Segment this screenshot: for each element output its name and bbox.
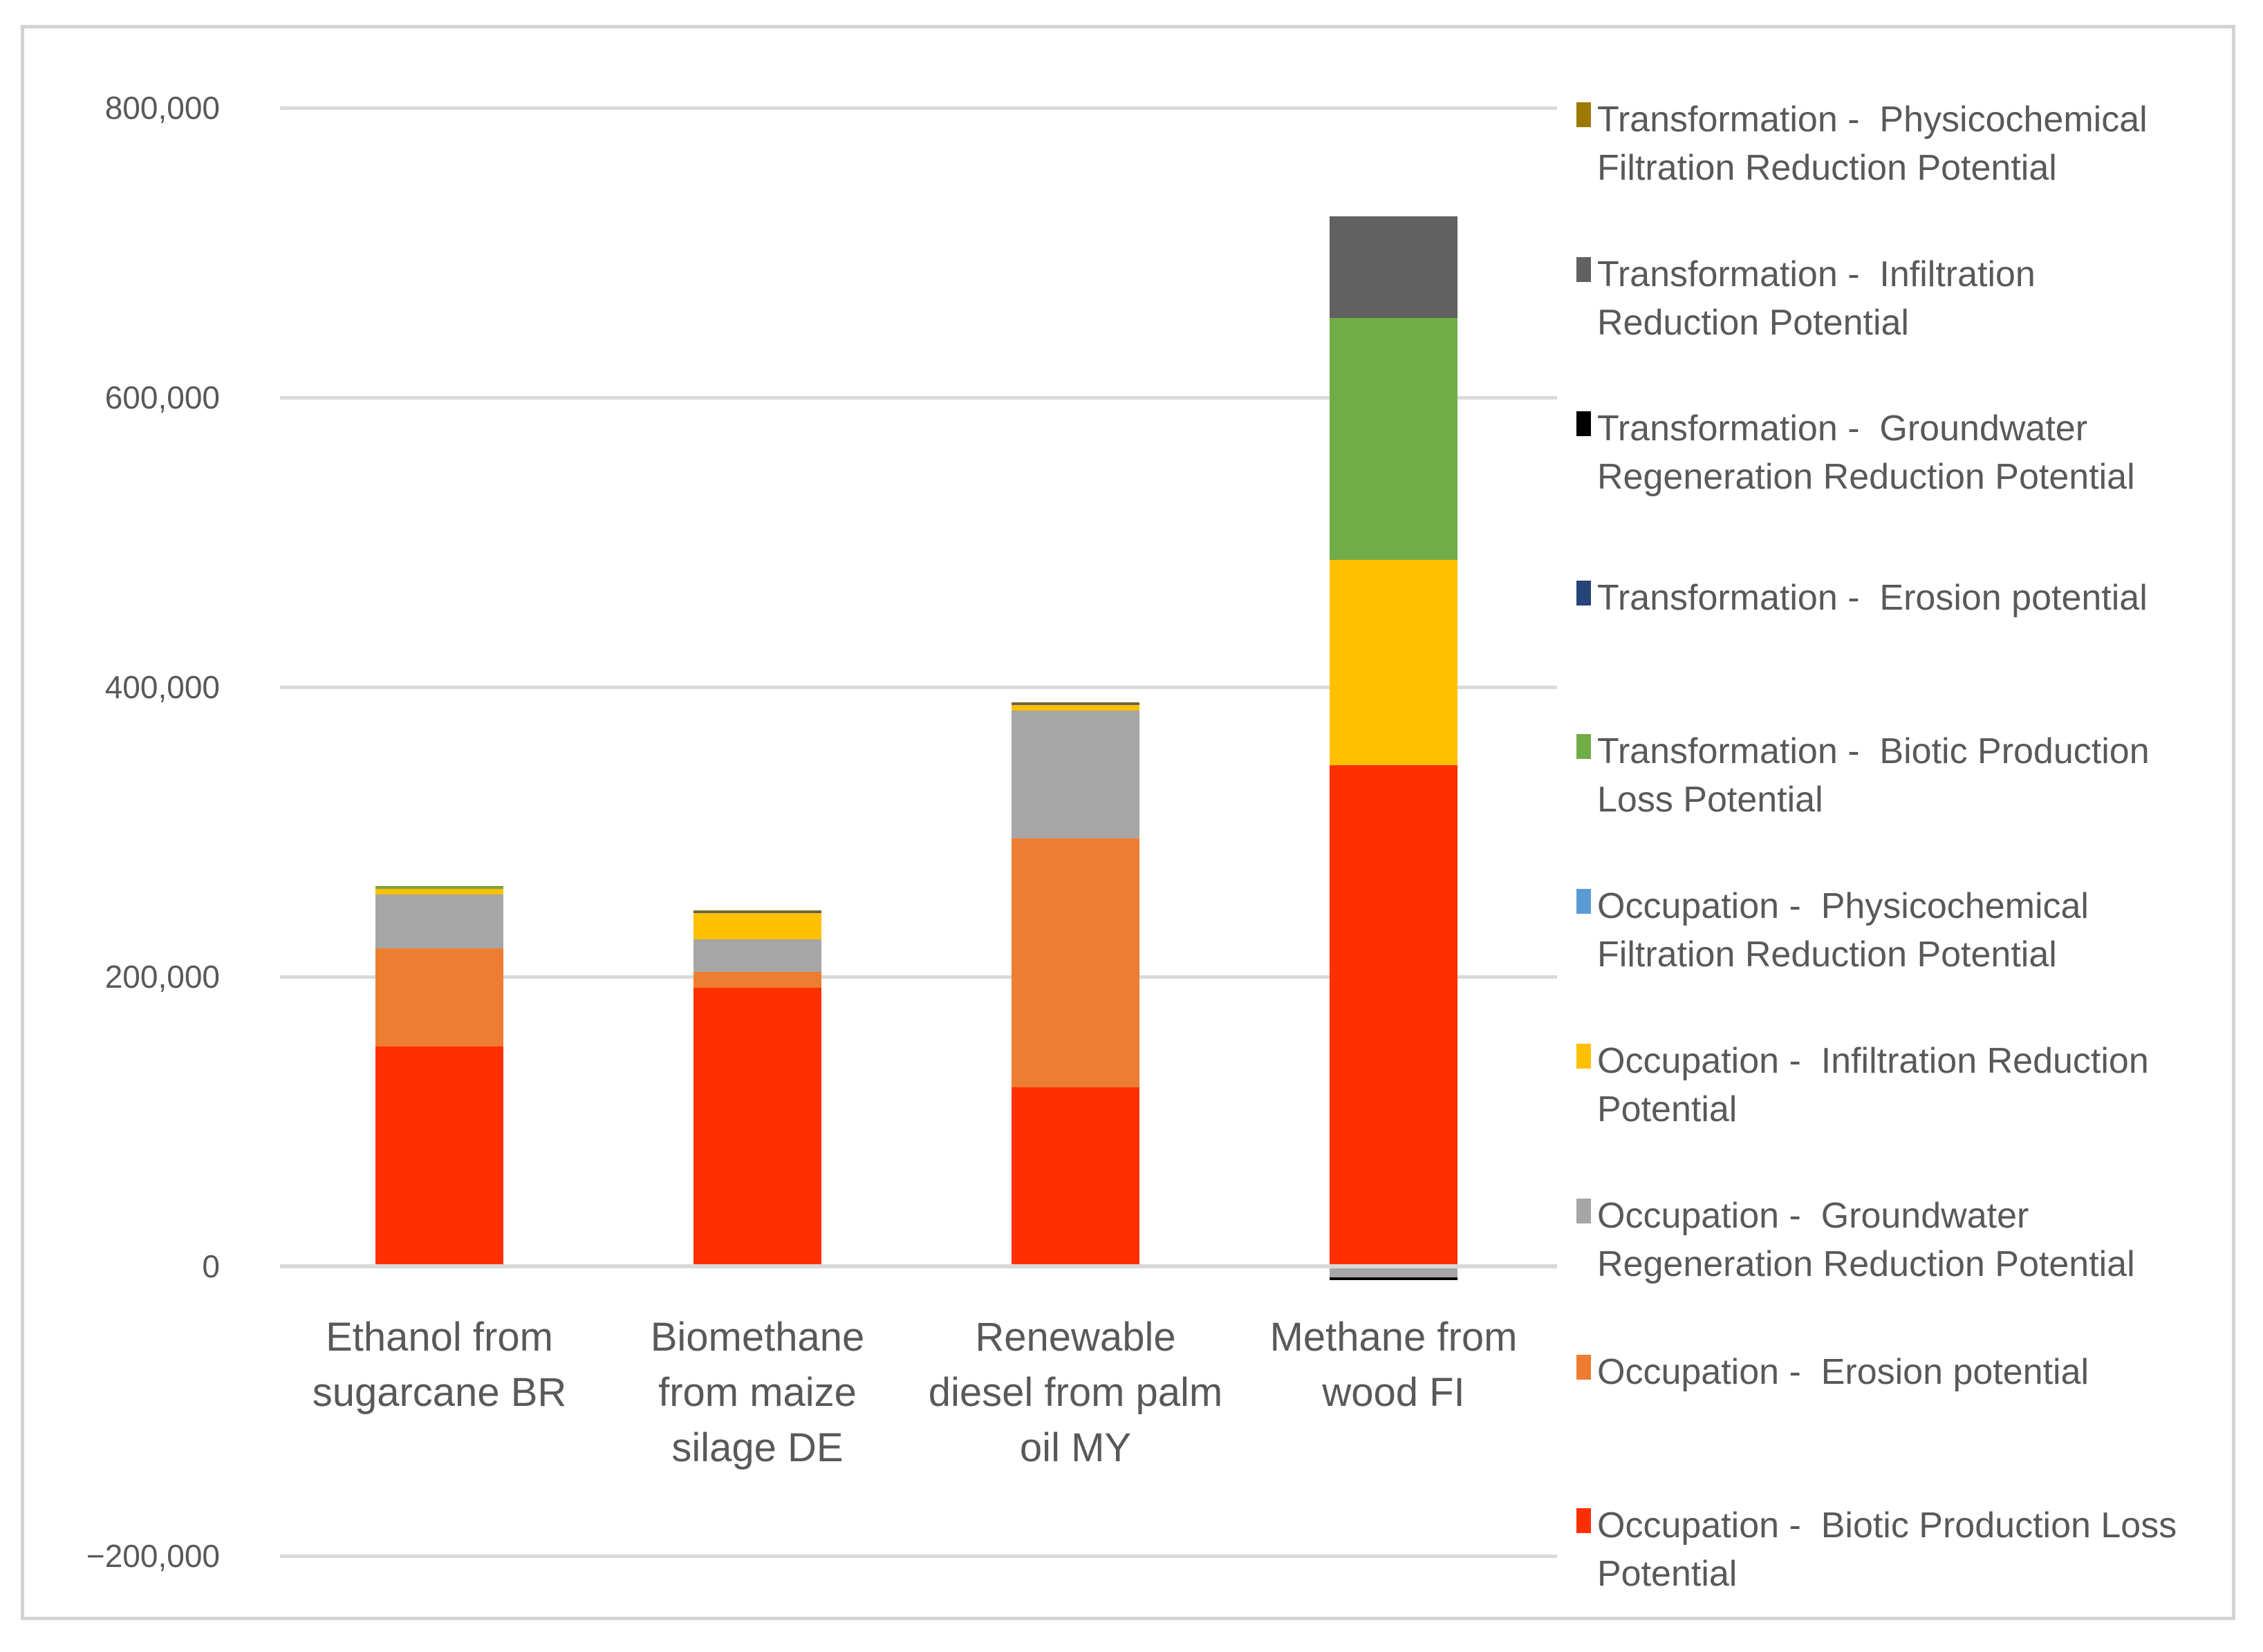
legend-swatch-icon bbox=[1576, 411, 1591, 436]
bar-segment bbox=[1012, 703, 1139, 705]
bar-segment bbox=[693, 987, 821, 1266]
bar-segment bbox=[1012, 702, 1139, 704]
bar-segment bbox=[1012, 1087, 1139, 1266]
bar-segment bbox=[1012, 704, 1139, 711]
y-axis-tick-label: 200,000 bbox=[104, 959, 220, 995]
legend-label: Transformation - Biotic Production Loss P… bbox=[1597, 731, 2150, 820]
category-label: Ethanol from sugarcane BR bbox=[312, 1315, 567, 1415]
bar-segment bbox=[1012, 710, 1139, 838]
bar-segment bbox=[693, 913, 821, 939]
bar-segment bbox=[693, 972, 821, 988]
legend-swatch-icon bbox=[1576, 102, 1591, 127]
bar-segment bbox=[375, 948, 503, 1046]
legend-label: Occupation - Biotic Production Loss Poten… bbox=[1597, 1505, 2177, 1594]
y-axis-tick-label: 0 bbox=[202, 1248, 220, 1284]
bar-segment bbox=[375, 889, 503, 894]
gridline bbox=[280, 975, 1557, 979]
legend-label: Occupation - Groundwater Regeneration Red… bbox=[1597, 1196, 2135, 1284]
legend-label: Transformation - Physicochemical Filtrati… bbox=[1597, 100, 2148, 188]
legend-label: Transformation - Infiltration Reduction P… bbox=[1597, 254, 2036, 343]
bar-segment bbox=[693, 939, 821, 973]
bar-segment bbox=[1330, 1277, 1458, 1280]
y-axis-tick-label: 400,000 bbox=[104, 669, 220, 705]
category-label: Biomethane from maize silage DE bbox=[650, 1315, 865, 1470]
legend-label: Transformation - Erosion potential bbox=[1597, 578, 2148, 618]
gridline bbox=[280, 106, 1557, 110]
bar-segment bbox=[1330, 216, 1458, 318]
legend-swatch-icon bbox=[1576, 1355, 1591, 1380]
bar-segment bbox=[1330, 559, 1458, 766]
y-axis-tick-label: 600,000 bbox=[104, 379, 220, 415]
y-axis-tick-label: 800,000 bbox=[104, 90, 220, 126]
gridline bbox=[280, 395, 1557, 400]
bar-segment bbox=[375, 886, 503, 888]
category-label: Methane from wood FI bbox=[1269, 1315, 1518, 1415]
bar-segment bbox=[1330, 1266, 1458, 1277]
legend-swatch-icon bbox=[1576, 581, 1591, 606]
bar-segment bbox=[693, 910, 821, 912]
legend-swatch-icon bbox=[1576, 257, 1591, 282]
bar-segment bbox=[1330, 765, 1458, 1266]
bar-segment bbox=[1330, 317, 1458, 560]
legend-swatch-icon bbox=[1576, 1199, 1591, 1223]
legend-label: Transformation - Groundwater Regeneration… bbox=[1597, 409, 2135, 497]
bar-segment bbox=[375, 1046, 503, 1266]
gridline bbox=[280, 685, 1557, 689]
bar-segment bbox=[375, 887, 503, 890]
legend-label: Occupation - Infiltration Reduction Poten… bbox=[1597, 1041, 2149, 1129]
legend-label: Occupation - Erosion potential bbox=[1597, 1352, 2089, 1392]
gridline bbox=[280, 1554, 1557, 1558]
bar-segment bbox=[1012, 838, 1139, 1088]
legend-label: Occupation - Physicochemical Filtration R… bbox=[1597, 886, 2089, 975]
y-axis-tick-label: −200,000 bbox=[86, 1538, 220, 1574]
bar-segment bbox=[693, 910, 821, 914]
category-label: Renewable diesel from palm oil MY bbox=[928, 1315, 1223, 1470]
legend-swatch-icon bbox=[1576, 1044, 1591, 1069]
legend-swatch-icon bbox=[1576, 889, 1591, 914]
legend-swatch-icon bbox=[1576, 1508, 1591, 1533]
legend-swatch-icon bbox=[1576, 734, 1591, 759]
zero-gridline bbox=[280, 1264, 1557, 1268]
bar-segment bbox=[375, 894, 503, 949]
